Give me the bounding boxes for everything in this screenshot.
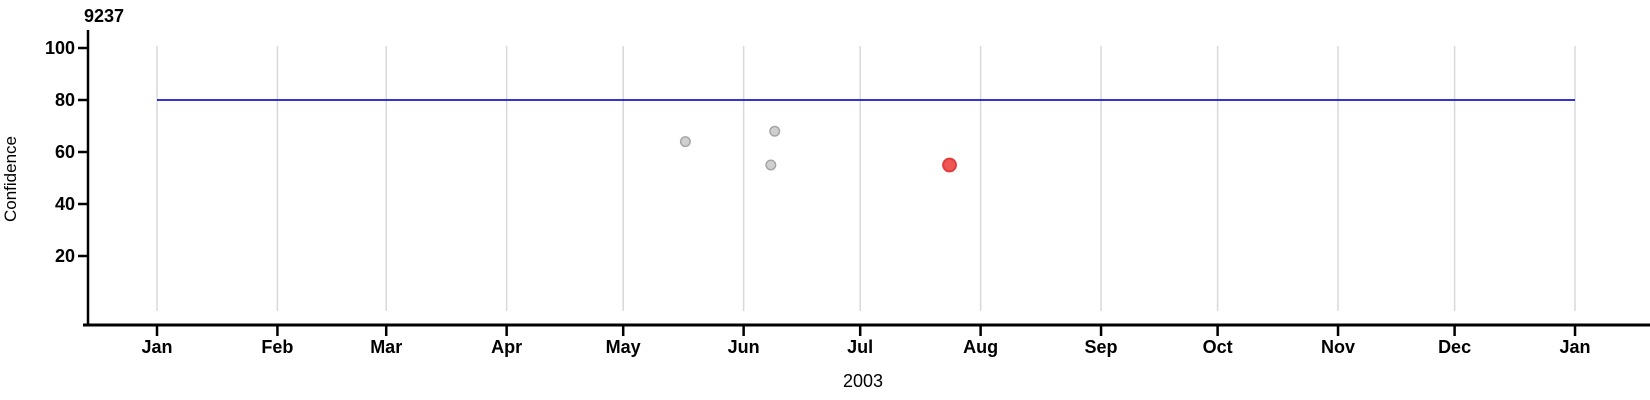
x-tick-label-aug-7: Aug [963,337,999,357]
y-tick-label: 80 [54,90,75,110]
comparison-points [679,136,691,148]
x-tick-label-jun-5: Jun [727,337,760,357]
x-tick-label-nov-10: Nov [1321,337,1356,357]
y-tick-label: 60 [54,142,75,162]
y-tick-label: 40 [54,194,75,214]
x-tick-label-apr-3: Apr [491,337,523,357]
x-tick-label-feb-1: Feb [261,337,294,357]
x-tick-label-dec-11: Dec [1438,337,1472,357]
x-tick-label-may-4: May [605,337,641,357]
x-tick-label-jan-12: Jan [1559,337,1591,357]
x-tick-label-jan-0: Jan [141,337,173,357]
x-tick-label-mar-2: Mar [370,337,403,357]
comparison-points [769,125,781,137]
comparison-points [765,159,777,171]
y-tick-label: 100 [44,38,75,58]
chart-title: 9237 [84,6,125,26]
highlighted-point [942,157,957,173]
x-tick-label-oct-9: Oct [1202,337,1233,357]
x-axis-title: 2003 [842,371,884,391]
x-tick-label-jul-6: Jul [847,337,874,357]
y-tick-label: 20 [54,246,75,266]
x-tick-label-sep-8: Sep [1084,337,1118,357]
